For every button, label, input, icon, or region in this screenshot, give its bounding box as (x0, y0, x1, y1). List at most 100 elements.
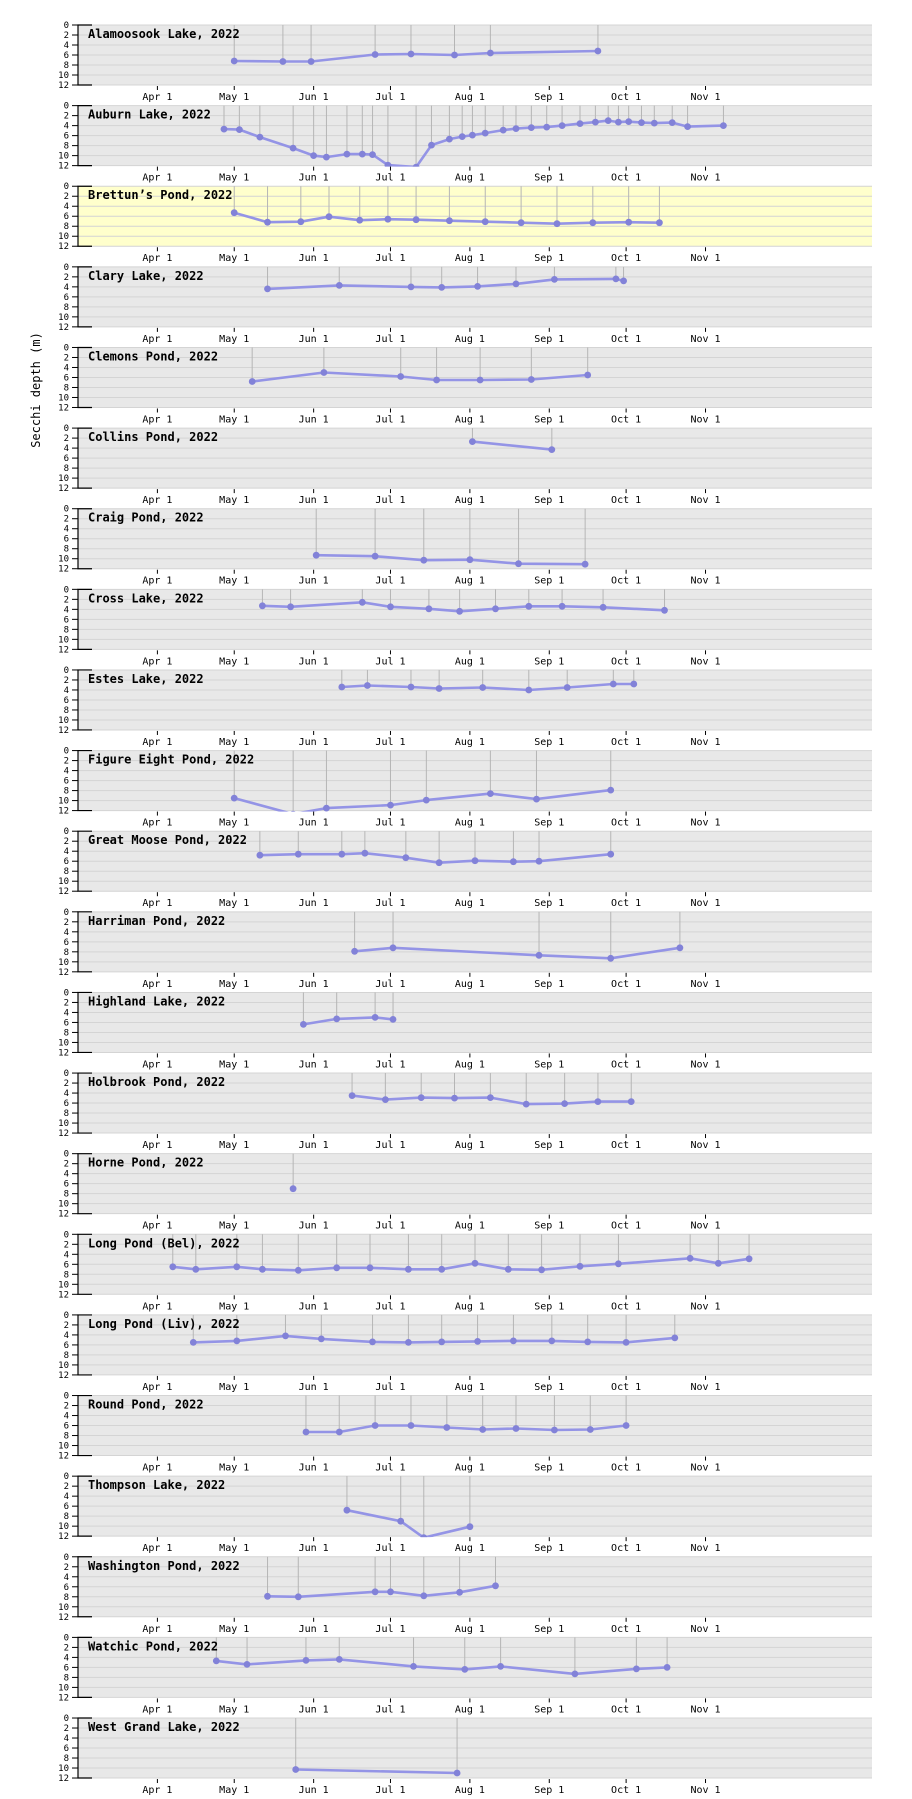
x-tick-label: Nov 1 (690, 576, 720, 587)
y-tick-label: 6 (64, 777, 69, 787)
data-point (371, 51, 379, 58)
x-tick-label: Apr 1 (142, 737, 172, 748)
y-tick-label: 0 (64, 1230, 69, 1240)
data-point (512, 1425, 520, 1432)
y-tick-label: 12 (58, 807, 69, 817)
data-point (479, 1426, 487, 1433)
series-group (351, 944, 684, 962)
x-tick-label: May 1 (219, 1785, 249, 1796)
y-tick-label: 6 (64, 1663, 69, 1673)
data-point (487, 790, 494, 797)
data-point (335, 282, 343, 289)
y-tick-label: 8 (64, 867, 69, 877)
x-tick-label: Apr 1 (142, 1301, 172, 1312)
data-point (407, 50, 415, 58)
data-point (323, 153, 330, 161)
y-tick-label: 6 (64, 132, 69, 142)
x-tick-label: Apr 1 (142, 1140, 172, 1151)
data-point (627, 1098, 635, 1105)
x-tick-label: Aug 1 (455, 1059, 485, 1070)
data-point (525, 602, 533, 610)
y-tick-label: 4 (64, 41, 69, 51)
x-tick-label: Aug 1 (455, 979, 485, 990)
data-point (663, 1664, 671, 1671)
data-point (343, 150, 351, 158)
x-tick-label: Oct 1 (611, 1221, 641, 1232)
x-tick-label: Jul 1 (375, 818, 405, 829)
data-point (405, 1339, 412, 1346)
y-tick-label: 0 (64, 1311, 69, 1321)
y-tick-label: 10 (58, 71, 69, 81)
x-tick-label: Jul 1 (375, 1785, 405, 1796)
data-point (625, 218, 633, 226)
series-group (212, 1656, 671, 1678)
y-tick-label: 0 (64, 585, 69, 595)
x-tick-label: Jul 1 (375, 576, 405, 587)
data-point (264, 285, 271, 293)
data-point (446, 135, 453, 143)
y-tick-label: 12 (58, 1210, 69, 1220)
y-tick-label: 12 (58, 242, 69, 252)
series-group (300, 1014, 397, 1028)
secchi-depth-line (232, 788, 613, 812)
data-point (571, 1670, 579, 1678)
y-tick-label: 0 (64, 1150, 69, 1160)
x-tick-label: Jun 1 (299, 253, 329, 264)
data-point (592, 118, 599, 126)
y-tick-label: 10 (58, 1280, 69, 1290)
data-point (527, 376, 535, 383)
y-tick-label: 0 (64, 102, 69, 112)
y-tick-label: 8 (64, 948, 69, 958)
x-tick-label: Aug 1 (455, 1463, 485, 1474)
y-tick-label: 12 (58, 1774, 69, 1784)
y-tick-label: 12 (58, 1048, 69, 1058)
x-tick-label: Oct 1 (611, 1382, 641, 1393)
data-point (407, 683, 415, 691)
y-tick-label: 8 (64, 706, 69, 716)
x-tick-label: Nov 1 (690, 1221, 720, 1232)
y-tick-label: 12 (58, 1452, 69, 1462)
secchi-depth-line (471, 440, 554, 451)
x-tick-label: Sep 1 (534, 414, 564, 425)
y-tick-label: 10 (58, 1522, 69, 1532)
y-tick-label: 10 (58, 393, 69, 403)
data-point (599, 603, 607, 611)
data-point (412, 216, 420, 224)
x-tick-label: Apr 1 (142, 979, 172, 990)
data-point (745, 1255, 753, 1263)
x-tick-label: Jun 1 (299, 576, 329, 587)
data-point (294, 1593, 302, 1601)
data-point (620, 277, 627, 285)
x-tick-label: Apr 1 (142, 576, 172, 587)
data-point (492, 1582, 499, 1590)
series-group (230, 209, 663, 228)
y-tick-label: 8 (64, 1351, 69, 1361)
x-tick-label: Jun 1 (299, 1382, 329, 1393)
series-group (289, 1185, 297, 1193)
data-point (487, 1094, 494, 1101)
x-tick-label: Aug 1 (455, 1785, 485, 1796)
series-group (343, 1506, 474, 1538)
y-tick-label: 4 (64, 1412, 69, 1422)
data-point (458, 133, 466, 141)
series-group (220, 117, 727, 167)
x-tick-label: Aug 1 (455, 1624, 485, 1635)
data-point (361, 849, 369, 857)
data-point (264, 218, 271, 226)
data-point (607, 786, 615, 794)
data-point (527, 124, 535, 131)
data-point (212, 1657, 220, 1665)
x-tick-label: Oct 1 (611, 1059, 641, 1070)
x-tick-label: Jun 1 (299, 92, 329, 103)
x-tick-label: Jun 1 (299, 1463, 329, 1474)
y-tick-label: 10 (58, 958, 69, 968)
data-point (607, 850, 615, 858)
data-point (259, 602, 266, 610)
y-tick-label: 10 (58, 1764, 69, 1774)
x-tick-label: Jun 1 (299, 173, 329, 184)
y-tick-label: 2 (64, 1321, 69, 1331)
secchi-depth-line (302, 1016, 395, 1026)
y-tick-label: 6 (64, 212, 69, 222)
